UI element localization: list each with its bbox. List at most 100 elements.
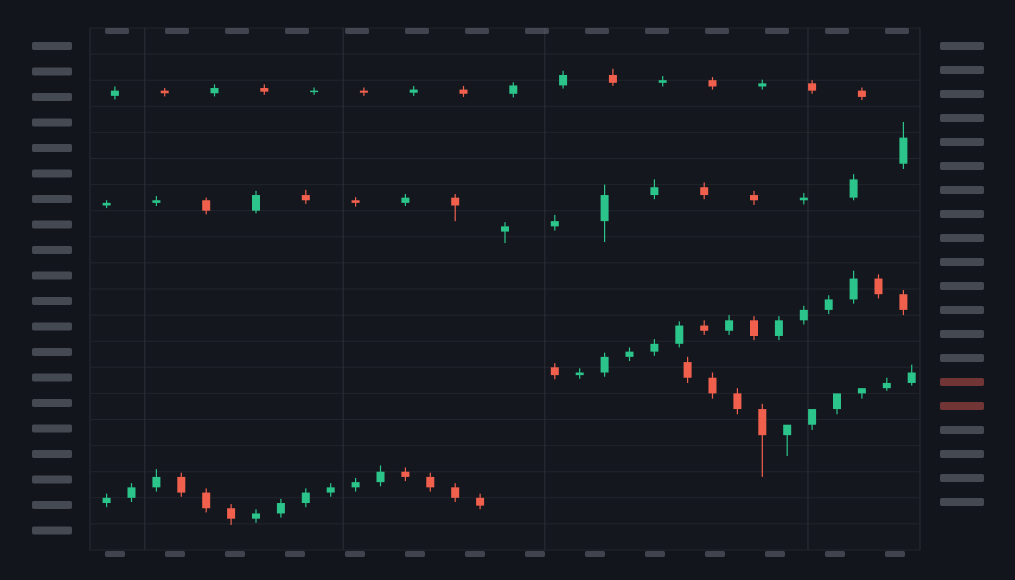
candle-body bbox=[476, 497, 485, 506]
candle-body bbox=[625, 351, 634, 357]
candle-body bbox=[808, 409, 817, 425]
blurred-label bbox=[285, 551, 305, 557]
candle-body bbox=[774, 320, 783, 336]
blurred-label bbox=[32, 297, 72, 305]
candle-body bbox=[252, 513, 260, 519]
blurred-label bbox=[940, 330, 984, 338]
blurred-label bbox=[940, 402, 984, 410]
candle-body bbox=[509, 85, 518, 94]
candle-body bbox=[824, 299, 833, 310]
candle-body bbox=[808, 83, 817, 91]
blurred-label bbox=[585, 28, 609, 34]
blurred-label bbox=[940, 234, 984, 242]
blurred-label bbox=[765, 28, 789, 34]
candle-body bbox=[600, 195, 609, 222]
blurred-label bbox=[345, 28, 369, 34]
candle-body bbox=[550, 367, 559, 376]
blurred-label bbox=[32, 501, 72, 509]
candle-body bbox=[600, 356, 609, 373]
candle-body bbox=[849, 179, 858, 198]
blurred-label bbox=[940, 42, 984, 50]
candle-body bbox=[758, 83, 767, 87]
blurred-label bbox=[940, 66, 984, 74]
blurred-label bbox=[32, 42, 72, 50]
candle-body bbox=[725, 320, 734, 331]
blurred-label bbox=[225, 551, 245, 557]
blurred-label bbox=[885, 551, 905, 557]
blurred-label bbox=[940, 186, 984, 194]
candle-body bbox=[127, 487, 136, 498]
blurred-label bbox=[32, 373, 72, 382]
blurred-label bbox=[225, 28, 249, 34]
blurred-label bbox=[345, 551, 365, 557]
blurred-label bbox=[525, 551, 545, 557]
candle-body bbox=[750, 320, 758, 336]
blurred-label bbox=[645, 551, 665, 557]
candle-body bbox=[152, 476, 161, 488]
blurred-label bbox=[32, 271, 72, 280]
candle-body bbox=[857, 90, 866, 97]
blurred-label bbox=[465, 551, 485, 557]
candle-body bbox=[650, 343, 659, 352]
blurred-label bbox=[940, 426, 984, 434]
blurred-label bbox=[705, 28, 729, 34]
candle-body bbox=[708, 80, 717, 87]
candle-body bbox=[650, 187, 659, 196]
blurred-label bbox=[940, 378, 984, 386]
candle-body bbox=[758, 409, 767, 436]
blurred-label bbox=[465, 28, 489, 34]
candle-body bbox=[683, 362, 692, 378]
blurred-label bbox=[940, 114, 984, 122]
candle-body bbox=[459, 89, 468, 94]
blurred-label bbox=[105, 551, 125, 557]
blurred-label bbox=[32, 195, 72, 203]
candle-body bbox=[874, 278, 883, 295]
blurred-label bbox=[885, 28, 909, 34]
candle-body bbox=[326, 487, 335, 493]
blurred-label bbox=[32, 475, 72, 484]
blurred-label bbox=[940, 90, 984, 98]
blurred-label bbox=[940, 138, 984, 146]
blurred-label bbox=[32, 169, 72, 178]
candle-body bbox=[152, 200, 161, 203]
candle-body bbox=[426, 476, 435, 488]
candle-body bbox=[252, 195, 260, 211]
blurred-label bbox=[405, 551, 425, 557]
blurred-label bbox=[32, 399, 72, 407]
blurred-label bbox=[165, 551, 185, 557]
candle-body bbox=[359, 90, 368, 93]
candle-body bbox=[575, 372, 584, 376]
blurred-label bbox=[825, 28, 849, 34]
candle-body bbox=[210, 88, 219, 94]
candle-body bbox=[351, 200, 360, 203]
blurred-label bbox=[165, 28, 189, 34]
candle-body bbox=[301, 195, 310, 201]
candle-body bbox=[899, 294, 908, 310]
candle-body bbox=[799, 309, 808, 321]
blurred-label bbox=[940, 498, 984, 506]
candle-body bbox=[102, 202, 111, 206]
blurred-label bbox=[32, 526, 72, 535]
candle-body bbox=[409, 89, 418, 93]
candle-body bbox=[310, 90, 319, 93]
blurred-label bbox=[32, 246, 72, 254]
candle-body bbox=[799, 197, 808, 201]
blurred-label bbox=[32, 450, 72, 458]
candle-body bbox=[750, 195, 758, 201]
blurred-label bbox=[32, 220, 72, 229]
blurred-label bbox=[285, 28, 309, 34]
blurred-label bbox=[940, 282, 984, 290]
candle-body bbox=[260, 88, 269, 92]
candle-body bbox=[102, 497, 111, 504]
candle-body bbox=[849, 278, 858, 300]
blurred-label bbox=[32, 144, 72, 152]
blurred-label bbox=[585, 551, 605, 557]
blurred-label bbox=[525, 28, 549, 34]
candle-body bbox=[177, 476, 186, 493]
candle-body bbox=[857, 388, 866, 394]
candle-body bbox=[227, 508, 236, 519]
candle-body bbox=[833, 393, 841, 410]
candle-body bbox=[783, 424, 792, 436]
blurred-label bbox=[645, 28, 669, 34]
